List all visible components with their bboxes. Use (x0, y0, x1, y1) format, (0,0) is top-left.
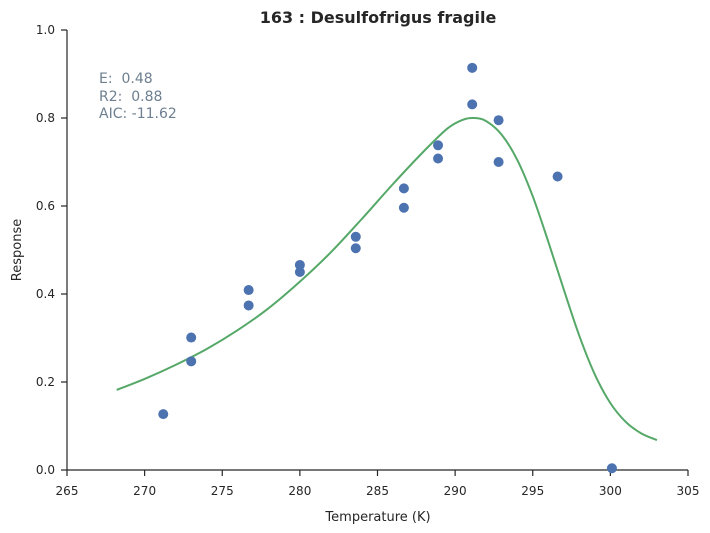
data-point (158, 409, 169, 420)
data-point (186, 356, 197, 367)
data-point (433, 140, 444, 151)
y-tick-label: 1.0 (36, 23, 55, 37)
data-point (294, 259, 305, 270)
annotation-box: E: 0.48 R2: 0.88 AIC: -11.62 (99, 71, 177, 122)
data-point (467, 62, 478, 73)
annotation-aic: AIC: -11.62 (99, 106, 177, 122)
data-point (350, 231, 361, 242)
x-tick-label: 285 (366, 484, 389, 498)
fit-curve-line (116, 116, 658, 442)
y-tick-label: 0.8 (36, 111, 55, 125)
data-point (398, 183, 409, 194)
data-point (294, 267, 305, 277)
x-axis-label: Temperature (K) (324, 510, 430, 525)
y-tick-label: 0.6 (36, 199, 55, 213)
data-point (186, 332, 197, 343)
data-point (433, 153, 444, 164)
data-point (243, 285, 254, 296)
x-tick-label: 305 (677, 484, 700, 498)
annotation-e: E: 0.48 (99, 71, 153, 87)
y-tick-label: 0.0 (36, 463, 55, 477)
data-point (606, 463, 617, 474)
data-points (158, 62, 617, 474)
y-tick-label: 0.4 (36, 287, 55, 301)
x-tick-label: 265 (56, 484, 79, 498)
data-point (398, 202, 409, 213)
data-point (350, 243, 361, 254)
data-point (467, 99, 478, 110)
y-axis-ticks: 0.0 0.2 0.4 0.6 0.8 1.0 (36, 23, 67, 477)
x-tick-label: 295 (521, 484, 544, 498)
x-tick-label: 300 (599, 484, 622, 498)
x-axis-ticks: 265 270 275 280 285 290 295 300 305 (56, 470, 700, 498)
data-point (493, 157, 504, 167)
data-point (243, 300, 254, 311)
x-tick-label: 290 (444, 484, 467, 498)
x-tick-label: 270 (133, 484, 156, 498)
x-tick-label: 280 (288, 484, 311, 498)
chart-title: 163 : Desulfofrigus fragile (260, 8, 497, 27)
data-point (552, 171, 563, 182)
data-point (493, 115, 504, 126)
y-tick-label: 0.2 (36, 375, 55, 389)
x-tick-label: 275 (211, 484, 234, 498)
y-axis-label: Response (10, 219, 25, 281)
annotation-r2: R2: 0.88 (99, 89, 162, 105)
